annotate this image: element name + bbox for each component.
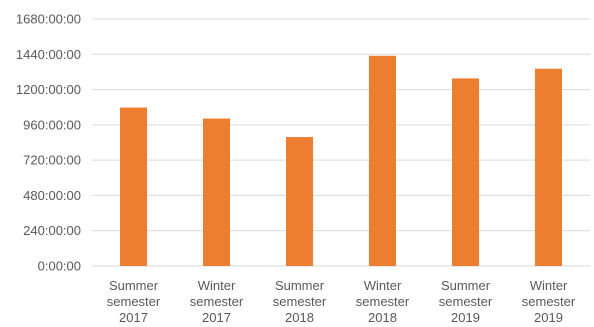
y-tick-label: 0:00:00	[38, 259, 81, 274]
bars	[120, 55, 562, 267]
y-tick-label: 480:00:00	[23, 188, 81, 203]
x-category-label: semester	[190, 294, 244, 309]
x-category-label: semester	[439, 294, 493, 309]
x-category-label: semester	[356, 294, 410, 309]
x-category-label: 2017	[119, 310, 148, 325]
x-category-label: Summer	[441, 278, 491, 293]
x-axis: Summersemester2017Wintersemester2017Summ…	[107, 278, 576, 325]
x-category-label: semester	[107, 294, 161, 309]
x-category-label: 2019	[451, 310, 480, 325]
bar	[369, 55, 396, 266]
bar	[452, 78, 479, 267]
bar	[120, 107, 147, 266]
x-category-label: 2019	[534, 310, 563, 325]
x-category-label: 2018	[368, 310, 397, 325]
y-tick-label: 1680:00:00	[16, 12, 81, 27]
y-tick-label: 1200:00:00	[16, 82, 81, 97]
y-tick-label: 960:00:00	[23, 117, 81, 132]
x-category-label: 2018	[285, 310, 314, 325]
x-category-label: semester	[273, 294, 327, 309]
x-category-label: 2017	[202, 310, 231, 325]
y-tick-label: 720:00:00	[23, 153, 81, 168]
x-category-label: Winter	[198, 278, 236, 293]
y-axis: 0:00:00 240:00:00 480:00:00 720:00:00 960:00…	[16, 12, 81, 274]
x-category-label: Winter	[364, 278, 402, 293]
x-category-label: semester	[522, 294, 576, 309]
x-category-label: Summer	[275, 278, 325, 293]
y-tick-label: 1440:00:00	[16, 47, 81, 62]
bar	[286, 137, 313, 266]
gridlines	[92, 18, 590, 267]
x-category-label: Summer	[109, 278, 159, 293]
y-tick-label: 240:00:00	[23, 223, 81, 238]
bar	[535, 68, 562, 266]
x-category-label: Winter	[530, 278, 568, 293]
bar	[203, 118, 230, 266]
